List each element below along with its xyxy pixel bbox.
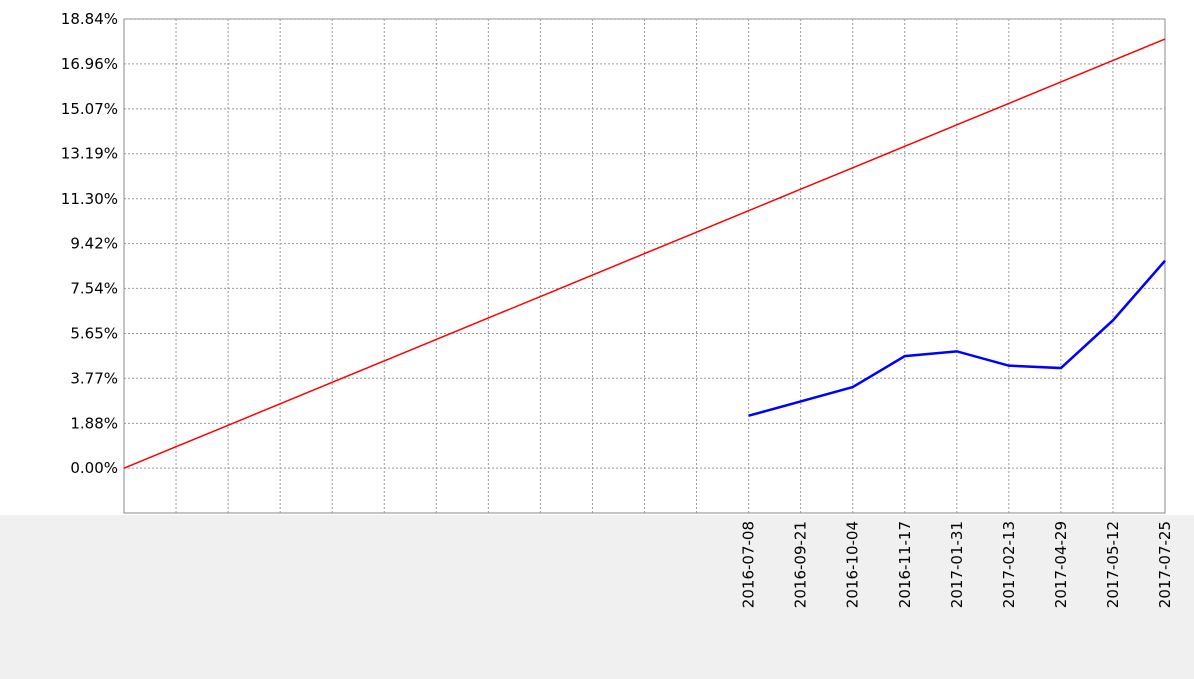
- x-tick-label: 2017-05-12: [1104, 521, 1122, 608]
- x-tick-label: 2016-07-08: [740, 521, 758, 608]
- x-tick-label: 2016-09-21: [792, 521, 810, 608]
- plot-area: [123, 18, 1166, 514]
- y-tick-label: 3.77%: [70, 369, 118, 387]
- y-tick-label: 0.00%: [70, 459, 118, 477]
- y-tick-label: 13.19%: [61, 145, 118, 163]
- x-tick-label: 2017-01-31: [948, 521, 966, 608]
- y-tick-label: 11.30%: [61, 190, 118, 208]
- x-tick-label: 2017-07-25: [1156, 521, 1174, 608]
- y-tick-label: 15.07%: [61, 100, 118, 118]
- y-tick-label: 18.84%: [61, 10, 118, 28]
- y-tick-label: 9.42%: [70, 235, 118, 253]
- y-tick-label: 16.96%: [61, 55, 118, 73]
- x-tick-label: 2017-04-29: [1052, 521, 1070, 608]
- x-tick-label: 2016-10-04: [844, 521, 862, 608]
- y-tick-label: 5.65%: [70, 324, 118, 342]
- y-tick-label: 1.88%: [70, 414, 118, 432]
- y-tick-label: 7.54%: [70, 279, 118, 297]
- series-line: [123, 38, 1166, 469]
- x-tick-label: 2016-11-17: [896, 521, 914, 608]
- series-line: [748, 259, 1166, 417]
- x-tick-label: 2017-02-13: [1000, 521, 1018, 608]
